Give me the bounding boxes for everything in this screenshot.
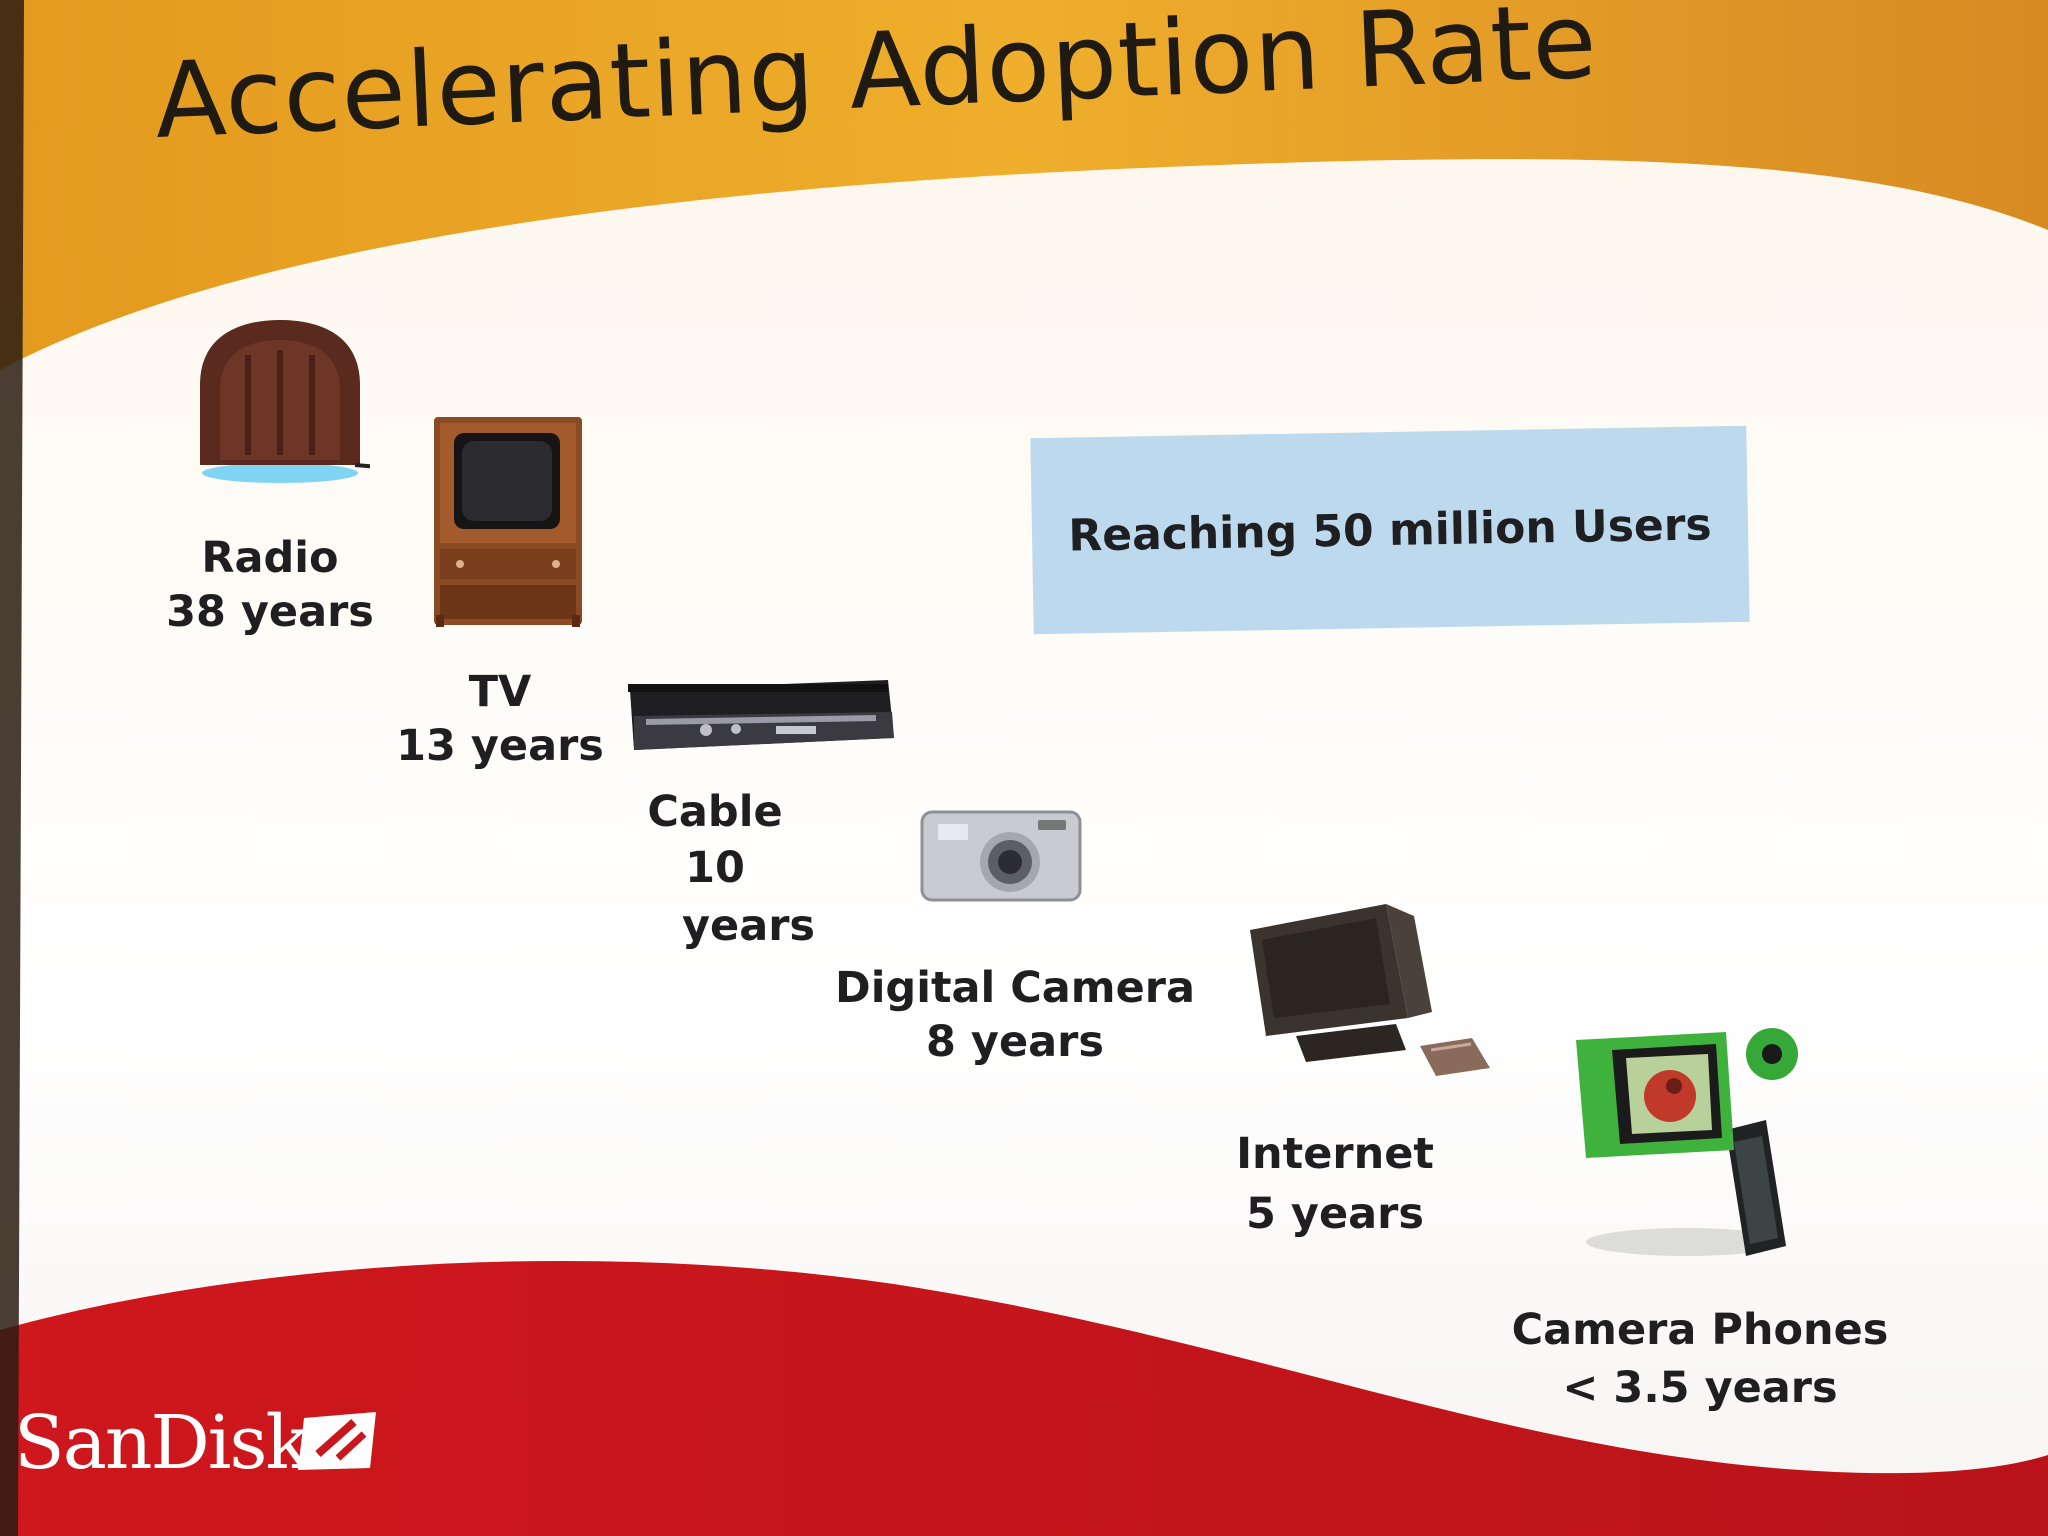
- item-digital-camera-duration: 8 years: [926, 1016, 1104, 1067]
- item-radio-name: Radio: [201, 533, 339, 583]
- item-tv-name: TV: [468, 667, 532, 717]
- item-camera-phones-duration: < 3.5 years: [1562, 1362, 1838, 1413]
- computer-icon: [1250, 904, 1490, 1076]
- item-internet: Internet 5 years: [1200, 1128, 1470, 1242]
- item-digital-camera: Digital Camera 8 years: [830, 962, 1200, 1070]
- sandisk-logo-text: SanDisk: [14, 1400, 310, 1486]
- item-digital-camera-name: Digital Camera: [835, 963, 1195, 1013]
- radio-icon: [200, 320, 370, 483]
- tv-icon: [434, 417, 582, 627]
- callout-box: Reaching 50 million Users: [1030, 425, 1750, 635]
- item-internet-name: Internet: [1236, 1129, 1434, 1179]
- item-radio-duration: 38 years: [166, 586, 374, 637]
- cable-box-icon: [628, 680, 894, 750]
- item-cable-name: Cable: [647, 787, 783, 837]
- item-camera-phones-name: Camera Phones: [1511, 1305, 1889, 1355]
- item-cable-duration-unit: years: [682, 900, 816, 951]
- camera-icon: [920, 810, 1082, 902]
- callout-text: Reaching 50 million Users: [1067, 498, 1713, 562]
- item-internet-duration: 5 years: [1246, 1188, 1424, 1239]
- camera-phone-icon: [1576, 1028, 1798, 1256]
- item-cable: Cable 10 years: [630, 786, 816, 953]
- item-cable-duration-number: 10: [685, 842, 745, 893]
- item-radio: Radio 38 years: [165, 532, 375, 640]
- item-tv-duration: 13 years: [396, 720, 604, 771]
- item-tv: TV 13 years: [390, 666, 610, 774]
- item-camera-phones: Camera Phones < 3.5 years: [1480, 1304, 1920, 1416]
- sandisk-logo-icon: [298, 1412, 376, 1470]
